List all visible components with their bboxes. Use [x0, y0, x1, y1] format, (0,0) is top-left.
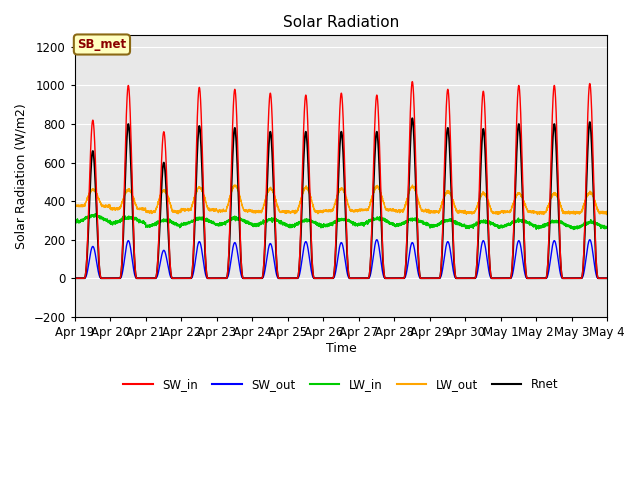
Text: SB_met: SB_met — [77, 38, 127, 51]
SW_in — [431, 276, 438, 281]
LW_in — [431, 224, 438, 229]
LW_in — [321, 223, 329, 229]
Line: LW_in: LW_in — [75, 214, 607, 229]
LW_in — [490, 223, 498, 229]
LW_out — [71, 202, 79, 208]
SW_out — [604, 276, 611, 281]
LW_in — [460, 222, 468, 228]
Rnet — [604, 276, 611, 281]
LW_out — [603, 212, 611, 217]
Y-axis label: Solar Radiation (W/m2): Solar Radiation (W/m2) — [15, 103, 28, 249]
X-axis label: Time: Time — [326, 342, 356, 355]
LW_out — [408, 182, 416, 188]
LW_out — [604, 208, 611, 214]
Title: Solar Radiation: Solar Radiation — [283, 15, 399, 30]
SW_out — [71, 276, 79, 281]
SW_in — [604, 276, 611, 281]
Line: SW_out: SW_out — [75, 240, 607, 278]
LW_in — [166, 217, 174, 223]
LW_in — [604, 224, 611, 229]
SW_in — [460, 276, 468, 281]
LW_out — [166, 202, 174, 208]
Rnet — [71, 276, 79, 281]
LW_out — [460, 208, 468, 214]
LW_in — [71, 218, 79, 224]
LW_in — [603, 224, 611, 230]
SW_out — [460, 276, 468, 281]
SW_in — [71, 276, 79, 281]
SW_out — [321, 276, 329, 281]
SW_out — [490, 276, 498, 281]
SW_out — [166, 273, 174, 279]
SW_in — [408, 79, 416, 84]
LW_out — [603, 209, 611, 215]
Line: LW_out: LW_out — [75, 185, 607, 215]
LW_out — [321, 208, 329, 214]
LW_out — [490, 210, 498, 216]
Rnet — [321, 276, 329, 281]
SW_in — [166, 264, 174, 270]
Rnet — [166, 267, 174, 273]
Rnet — [431, 276, 438, 281]
LW_in — [92, 211, 99, 217]
SW_in — [490, 276, 498, 281]
SW_out — [603, 276, 611, 281]
Line: Rnet: Rnet — [75, 118, 607, 278]
LW_out — [431, 210, 438, 216]
Rnet — [603, 276, 611, 281]
SW_out — [373, 237, 381, 242]
LW_in — [570, 227, 577, 232]
SW_out — [431, 276, 438, 281]
Rnet — [490, 276, 498, 281]
Rnet — [408, 115, 416, 121]
Legend: SW_in, SW_out, LW_in, LW_out, Rnet: SW_in, SW_out, LW_in, LW_out, Rnet — [118, 373, 563, 396]
SW_in — [603, 276, 611, 281]
Rnet — [460, 276, 468, 281]
SW_in — [321, 276, 329, 281]
Line: SW_in: SW_in — [75, 82, 607, 278]
